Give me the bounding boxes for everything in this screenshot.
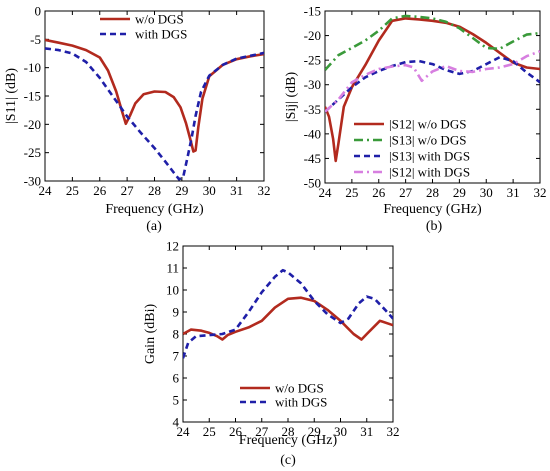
y-tick-label: -25 <box>304 53 321 68</box>
y-tick-label: -30 <box>304 77 321 92</box>
y-tick-label: 11 <box>166 261 179 276</box>
y-tick-label: -40 <box>304 126 321 141</box>
series-line-2 <box>183 268 393 359</box>
x-tick-label: 27 <box>121 183 135 198</box>
x-tick-label: 24 <box>39 183 53 198</box>
y-tick-label: -20 <box>304 28 321 43</box>
x-axis-label: Frequency (GHz) <box>383 202 482 217</box>
x-tick-label: 28 <box>426 185 439 200</box>
panel-label: (a) <box>146 219 162 234</box>
y-tick-label: 9 <box>173 305 180 320</box>
y-tick-label: -30 <box>24 174 41 189</box>
legend-label-4: |S12| with DGS <box>389 165 470 180</box>
x-tick-label: 25 <box>203 424 216 439</box>
series-line-2 <box>325 14 540 71</box>
series-line-1 <box>45 38 264 153</box>
y-tick-label: 6 <box>173 371 180 386</box>
y-tick-label: 12 <box>166 239 179 254</box>
series-line-3 <box>325 55 540 113</box>
x-tick-label: 32 <box>387 424 400 439</box>
x-tick-label: 32 <box>534 185 547 200</box>
x-tick-label: 25 <box>66 183 79 198</box>
x-tick-label: 29 <box>308 424 321 439</box>
x-tick-label: 32 <box>258 183 271 198</box>
y-tick-label: -15 <box>24 89 41 104</box>
y-tick-label: 5 <box>173 393 180 408</box>
x-tick-label: 27 <box>255 424 269 439</box>
x-axis-label: Frequency (GHz) <box>239 433 338 448</box>
x-tick-label: 25 <box>345 185 358 200</box>
x-tick-label: 30 <box>480 185 493 200</box>
y-tick-label: 8 <box>173 327 180 342</box>
x-tick-label: 28 <box>148 183 161 198</box>
x-tick-label: 29 <box>453 185 466 200</box>
y-tick-label: -50 <box>304 176 321 191</box>
x-tick-label: 30 <box>334 424 347 439</box>
x-tick-label: 24 <box>319 185 333 200</box>
panel-label: (b) <box>426 219 443 234</box>
y-tick-label: -5 <box>30 32 41 47</box>
x-tick-label: 29 <box>175 183 188 198</box>
y-tick-label: 4 <box>173 415 180 430</box>
panel-c: 24 25 26 27 28 29 30 31 32 4 5 6 7 8 9 10 11 12 Frequency … <box>143 239 400 469</box>
x-tick-label: 26 <box>93 183 107 198</box>
x-tick-label: 31 <box>507 185 520 200</box>
y-tick-label: 7 <box>173 349 180 364</box>
legend-label-1: |S12| w/o DGS <box>389 117 466 132</box>
x-tick-label: 30 <box>203 183 216 198</box>
y-tick-label: 10 <box>166 283 179 298</box>
y-axis-label: |Sij| (dB) <box>284 72 299 123</box>
panel-label: (c) <box>280 453 296 468</box>
y-tick-label: -15 <box>304 4 321 19</box>
y-tick-label: -20 <box>24 117 41 132</box>
y-tick-label: 0 <box>35 4 42 19</box>
panel-a: 24 25 26 27 28 29 30 31 32 0 -5 -10 -15 -20 -25 -30 Freq… <box>4 4 271 235</box>
x-axis-label: Frequency (GHz) <box>105 202 204 217</box>
y-tick-label: -45 <box>304 151 321 166</box>
panel-b: 24 25 26 27 28 29 30 31 32 -15 -20 -25 -30 -35 -40 -45 -… <box>284 4 547 235</box>
series-line-2 <box>45 47 264 181</box>
x-tick-label: 28 <box>282 424 295 439</box>
legend-label-2: with DGS <box>275 395 327 410</box>
legend-label-2: with DGS <box>135 27 187 42</box>
x-tick-label: 31 <box>360 424 373 439</box>
series-line-1 <box>183 296 393 341</box>
y-axis-label: Gain (dBi) <box>143 304 158 365</box>
legend-label-1: w/o DGS <box>135 12 184 27</box>
y-tick-label: -10 <box>24 60 41 75</box>
x-tick-label: 27 <box>399 185 413 200</box>
x-tick-label: 26 <box>372 185 386 200</box>
series-line-4 <box>325 50 540 113</box>
y-tick-label: -25 <box>24 145 41 160</box>
y-axis-label: |S11| (dB) <box>4 68 19 124</box>
legend-label-3: |S13| with DGS <box>389 149 470 164</box>
x-tick-label: 26 <box>229 424 243 439</box>
x-tick-label: 31 <box>230 183 243 198</box>
legend-label-2: |S13| w/o DGS <box>389 133 466 148</box>
legend-label-1: w/o DGS <box>275 381 324 396</box>
y-tick-label: -35 <box>304 102 321 117</box>
x-tick-label: 24 <box>177 424 191 439</box>
